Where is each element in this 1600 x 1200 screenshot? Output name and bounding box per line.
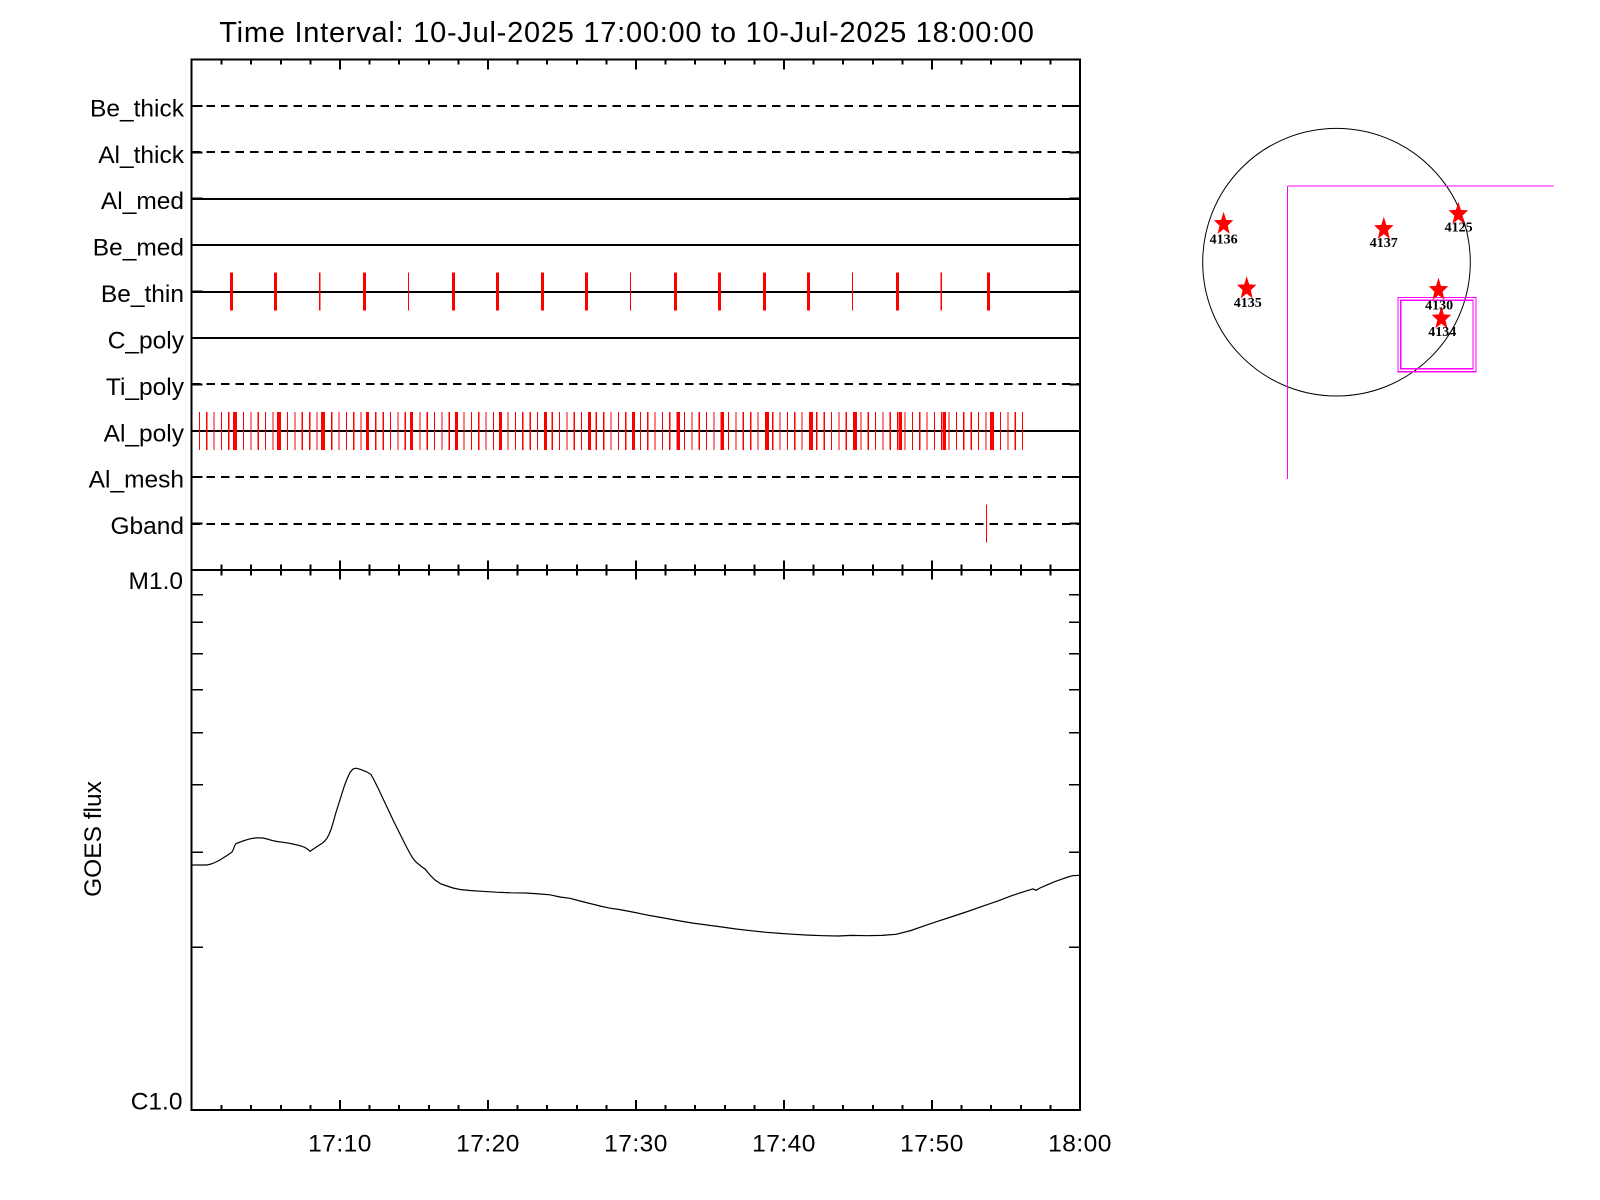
svg-text:M1.0: M1.0 [129,568,183,595]
svg-text:Time Interval: 10-Jul-2025 17:: Time Interval: 10-Jul-2025 17:00:00 to 1… [219,17,1034,49]
svg-text:18:00: 18:00 [1048,1131,1112,1158]
svg-text:17:10: 17:10 [308,1131,372,1158]
svg-text:4125: 4125 [1445,221,1473,236]
svg-text:4136: 4136 [1210,233,1238,248]
svg-text:17:20: 17:20 [456,1131,520,1158]
svg-text:Gband: Gband [110,513,184,540]
svg-text:17:50: 17:50 [900,1131,964,1158]
svg-text:Be_thick: Be_thick [90,95,185,122]
svg-text:Al_med: Al_med [101,188,184,215]
svg-text:Be_med: Be_med [93,235,184,262]
svg-text:Al_poly: Al_poly [104,420,185,447]
svg-text:C1.0: C1.0 [131,1089,183,1116]
svg-text:4135: 4135 [1234,296,1262,311]
svg-text:Al_thick: Al_thick [98,142,185,169]
svg-text:17:40: 17:40 [752,1131,816,1158]
svg-text:C_poly: C_poly [108,328,185,355]
svg-text:Al_mesh: Al_mesh [89,467,184,494]
svg-text:4137: 4137 [1370,236,1398,251]
svg-text:4130: 4130 [1425,299,1453,314]
svg-text:17:30: 17:30 [604,1131,668,1158]
svg-text:GOES flux: GOES flux [80,781,107,897]
svg-text:4134: 4134 [1428,325,1456,340]
svg-text:Ti_poly: Ti_poly [106,374,185,401]
svg-text:Be_thin: Be_thin [101,281,184,308]
